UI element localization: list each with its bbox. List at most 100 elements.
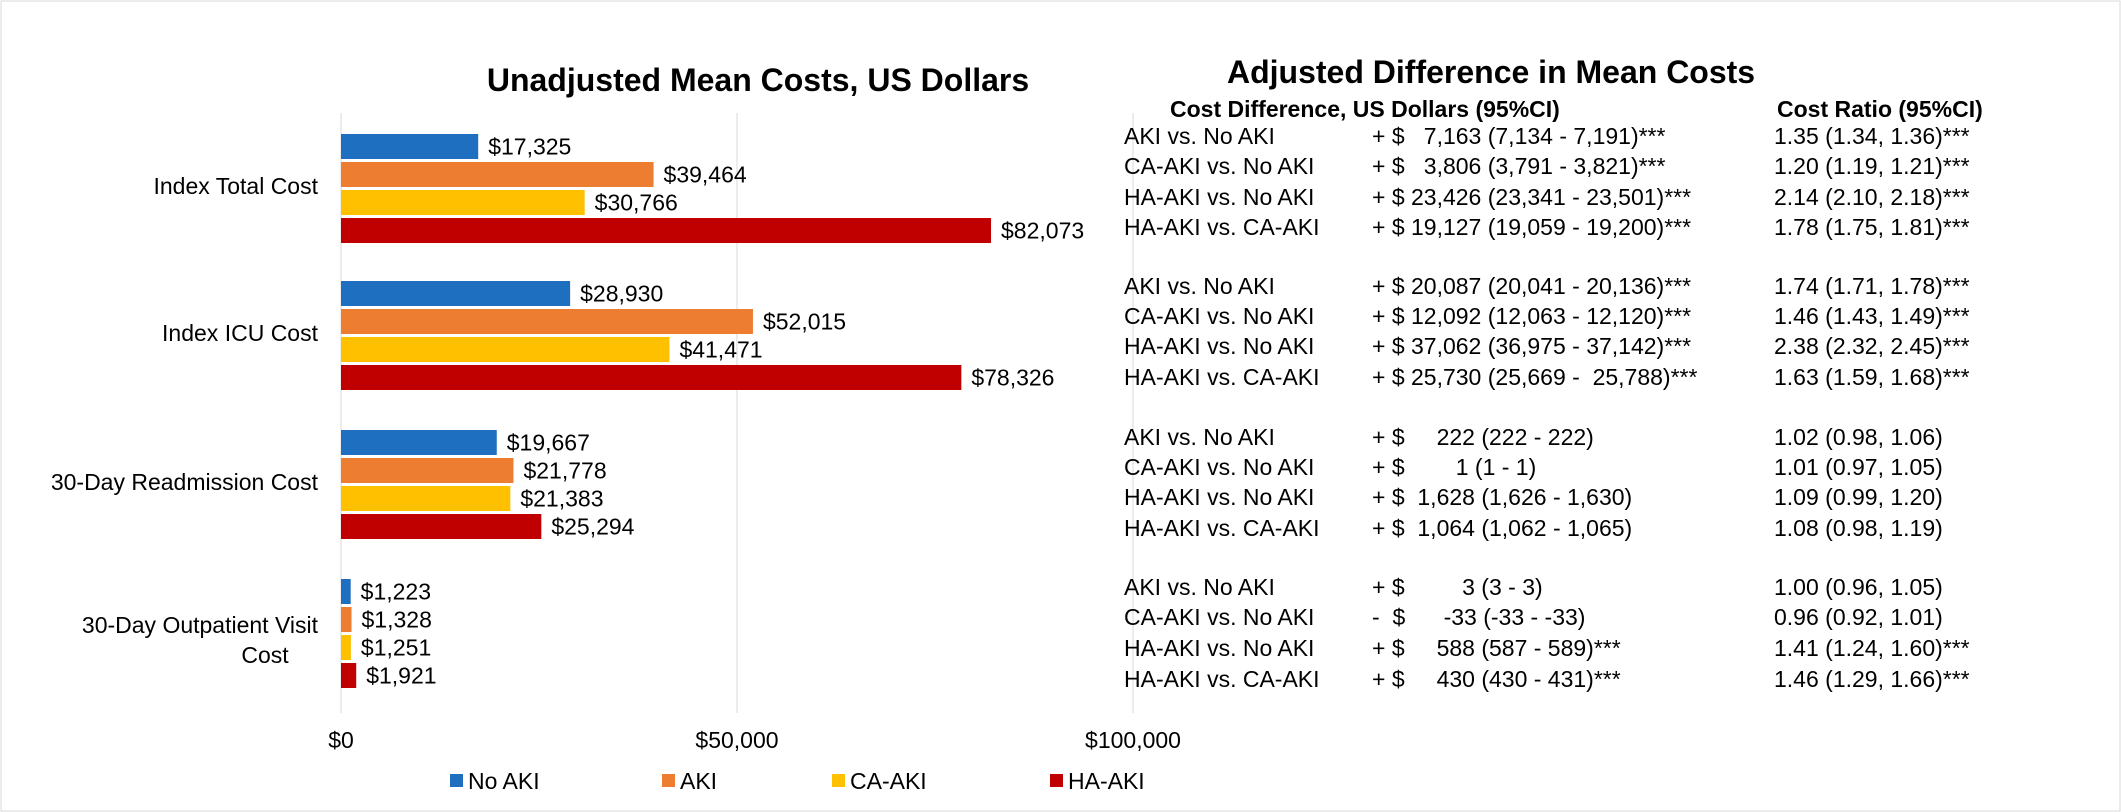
comparison-label: HA-AKI vs. CA-AKI — [1124, 666, 1320, 692]
legend-label: HA-AKI — [1068, 768, 1145, 794]
cost-difference: + $ 1 (1 - 1) — [1372, 454, 1537, 480]
cost-ratio: 1.01 (0.97, 1.05) — [1774, 454, 1943, 480]
cost-ratio: 1.02 (0.98, 1.06) — [1774, 424, 1943, 450]
comparison-label: HA-AKI vs. CA-AKI — [1124, 364, 1320, 390]
comparison-label: HA-AKI vs. CA-AKI — [1124, 515, 1320, 541]
data-label: $52,015 — [763, 309, 846, 335]
bar-no-aki — [341, 134, 479, 159]
cost-ratio: 1.00 (0.96, 1.05) — [1774, 574, 1943, 600]
legend-swatch — [662, 774, 675, 787]
bar-ha-aki — [341, 514, 542, 539]
cost-ratio: 1.35 (1.34, 1.36)*** — [1774, 123, 1970, 149]
legend-swatch — [1050, 774, 1063, 787]
legend-swatch — [450, 774, 463, 787]
comparison-label: HA-AKI vs. No AKI — [1124, 184, 1315, 210]
data-label: $82,073 — [1001, 218, 1084, 244]
data-label: $17,325 — [488, 134, 571, 160]
cost-difference: + $ 1,064 (1,062 - 1,065) — [1372, 515, 1633, 541]
cost-ratio: 1.08 (0.98, 1.19) — [1774, 515, 1943, 541]
cost-difference: + $ 7,163 (7,134 - 7,191)*** — [1372, 123, 1666, 149]
legend-label: No AKI — [468, 768, 540, 794]
category-label: 30-Day Outpatient Visit Cost — [82, 612, 319, 668]
bar-ca-aki — [341, 190, 585, 215]
bar-ha-aki — [341, 663, 357, 688]
data-label: $78,326 — [971, 365, 1054, 391]
cost-difference: + $ 25,730 (25,669 - 25,788)*** — [1372, 364, 1698, 390]
bar-no-aki — [341, 281, 571, 306]
cost-difference: - $ -33 (-33 - -33) — [1372, 604, 1586, 630]
data-label: $1,223 — [361, 579, 431, 605]
cost-ratio: 1.46 (1.43, 1.49)*** — [1774, 303, 1970, 329]
data-label: $1,921 — [366, 663, 436, 689]
category-label: Index ICU Cost — [162, 320, 319, 346]
bar-aki — [341, 458, 514, 483]
comparison-label: HA-AKI vs. No AKI — [1124, 333, 1315, 359]
data-label: $1,251 — [361, 635, 431, 661]
chart-title: Unadjusted Mean Costs, US Dollars — [487, 62, 1029, 98]
cost-difference: + $ 37,062 (36,975 - 37,142)*** — [1372, 333, 1692, 359]
bar-ca-aki — [341, 635, 351, 660]
comparison-label: AKI vs. No AKI — [1124, 424, 1275, 450]
cost-ratio-header: Cost Ratio (95%CI) — [1777, 96, 1983, 122]
bar-ha-aki — [341, 365, 962, 390]
legend-label: AKI — [680, 768, 717, 794]
cost-difference: + $ 222 (222 - 222) — [1372, 424, 1594, 450]
cost-difference: + $ 19,127 (19,059 - 19,200)*** — [1372, 214, 1692, 240]
comparison-label: HA-AKI vs. No AKI — [1124, 635, 1315, 661]
cost-ratio: 1.46 (1.29, 1.66)*** — [1774, 666, 1970, 692]
cost-ratio: 2.14 (2.10, 2.18)*** — [1774, 184, 1970, 210]
comparison-label: CA-AKI vs. No AKI — [1124, 604, 1315, 630]
cost-ratio: 1.41 (1.24, 1.60)*** — [1774, 635, 1970, 661]
cost-ratio: 0.96 (0.92, 1.01) — [1774, 604, 1943, 630]
cost-difference-header: Cost Difference, US Dollars (95%CI) — [1170, 96, 1560, 122]
bar-aki — [341, 309, 753, 334]
bar-ca-aki — [341, 337, 670, 362]
x-tick-label: $50,000 — [695, 727, 778, 753]
x-tick-label: $100,000 — [1085, 727, 1181, 753]
category-label: 30-Day Readmission Cost — [51, 469, 319, 495]
legend-label: CA-AKI — [850, 768, 927, 794]
table-title: Adjusted Difference in Mean Costs — [1227, 54, 1756, 90]
data-label: $1,328 — [362, 607, 432, 633]
cost-difference: + $ 430 (430 - 431)*** — [1372, 666, 1621, 692]
data-label: $21,778 — [523, 458, 606, 484]
cost-difference: + $ 588 (587 - 589)*** — [1372, 635, 1621, 661]
comparison-label: AKI vs. No AKI — [1124, 574, 1275, 600]
cost-ratio: 1.20 (1.19, 1.21)*** — [1774, 153, 1970, 179]
comparison-label: AKI vs. No AKI — [1124, 273, 1275, 299]
comparison-label: HA-AKI vs. No AKI — [1124, 484, 1315, 510]
cost-ratio: 1.74 (1.71, 1.78)*** — [1774, 273, 1970, 299]
bar-no-aki — [341, 579, 351, 604]
bar-aki — [341, 607, 352, 632]
cost-ratio: 1.78 (1.75, 1.81)*** — [1774, 214, 1970, 240]
cost-difference: + $ 1,628 (1,626 - 1,630) — [1372, 484, 1633, 510]
legend-swatch — [832, 774, 845, 787]
cost-difference: + $ 3,806 (3,791 - 3,821)*** — [1372, 153, 1666, 179]
comparison-label: AKI vs. No AKI — [1124, 123, 1275, 149]
bar-ca-aki — [341, 486, 511, 511]
category-label: Index Total Cost — [153, 173, 318, 199]
data-label: $41,471 — [679, 337, 762, 363]
cost-difference: + $ 20,087 (20,041 - 20,136)*** — [1372, 273, 1692, 299]
data-label: $30,766 — [595, 190, 678, 216]
cost-difference: + $ 23,426 (23,341 - 23,501)*** — [1372, 184, 1692, 210]
data-label: $25,294 — [551, 514, 634, 540]
bar-ha-aki — [341, 218, 992, 243]
cost-ratio: 2.38 (2.32, 2.45)*** — [1774, 333, 1970, 359]
data-label: $28,930 — [580, 281, 663, 307]
cost-ratio: 1.09 (0.99, 1.20) — [1774, 484, 1943, 510]
bar-aki — [341, 162, 654, 187]
comparison-label: HA-AKI vs. CA-AKI — [1124, 214, 1320, 240]
x-tick-label: $0 — [328, 727, 354, 753]
comparison-label: CA-AKI vs. No AKI — [1124, 153, 1315, 179]
data-label: $19,667 — [507, 430, 590, 456]
cost-ratio: 1.63 (1.59, 1.68)*** — [1774, 364, 1970, 390]
data-label: $39,464 — [664, 162, 747, 188]
cost-difference: + $ 12,092 (12,063 - 12,120)*** — [1372, 303, 1692, 329]
comparison-label: CA-AKI vs. No AKI — [1124, 303, 1315, 329]
cost-difference: + $ 3 (3 - 3) — [1372, 574, 1543, 600]
data-label: $21,383 — [520, 486, 603, 512]
comparison-label: CA-AKI vs. No AKI — [1124, 454, 1315, 480]
